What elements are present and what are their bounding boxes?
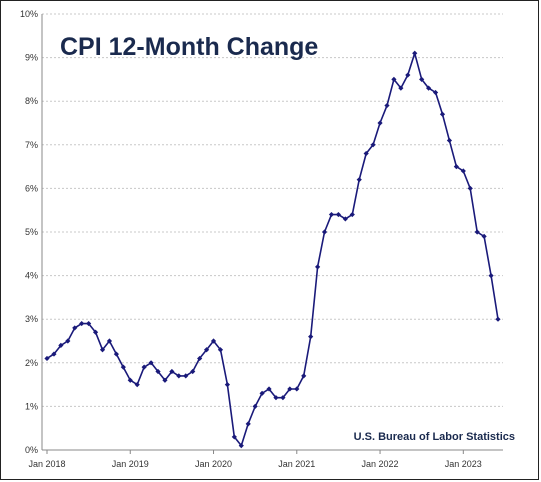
data-point — [335, 211, 342, 218]
x-tick-label: Jan 2020 — [195, 459, 232, 469]
data-point — [426, 85, 432, 91]
data-point — [72, 325, 78, 331]
data-point — [453, 164, 459, 170]
data-point — [356, 177, 362, 183]
y-axis: 0% 1% 2% 3% 4% 5% 6% 7% 8% 9% 10% — [20, 9, 43, 455]
data-point — [370, 142, 376, 148]
x-axis: Jan 2018 Jan 2019 Jan 2020 Jan 2021 Jan 2022… — [28, 449, 503, 469]
data-point — [92, 329, 99, 335]
data-point — [398, 85, 404, 91]
data-point — [141, 364, 147, 370]
x-tick-label: Jan 2019 — [112, 459, 149, 469]
x-tick-label: Jan 2023 — [445, 459, 482, 469]
data-point — [148, 360, 154, 366]
data-point — [106, 338, 113, 344]
data-point — [308, 334, 314, 340]
y-tick-label: 7% — [25, 140, 38, 150]
chart-title: CPI 12-Month Change — [60, 33, 318, 61]
data-point — [120, 364, 126, 370]
y-tick-label: 4% — [25, 271, 38, 281]
data-point — [162, 377, 168, 383]
data-point — [183, 373, 189, 379]
y-tick-label: 1% — [25, 401, 38, 411]
data-point — [377, 120, 383, 126]
y-tick-label: 0% — [25, 445, 38, 455]
data-point — [65, 338, 71, 344]
data-point — [342, 216, 348, 222]
data-point — [294, 386, 300, 392]
data-point — [474, 229, 480, 235]
data-point — [446, 137, 453, 144]
x-tick-label: Jan 2022 — [362, 459, 399, 469]
data-point — [203, 347, 210, 353]
data-point — [231, 434, 237, 440]
data-point — [259, 390, 265, 396]
data-point — [460, 168, 466, 174]
data-point — [481, 233, 487, 239]
gridlines — [42, 13, 503, 407]
y-tick-label: 5% — [25, 227, 38, 237]
data-point — [245, 421, 251, 427]
data-point — [315, 264, 321, 270]
data-point — [349, 211, 355, 218]
data-point — [224, 382, 230, 388]
data-point — [79, 320, 85, 327]
y-tick-label: 2% — [25, 358, 38, 368]
y-tick-label: 3% — [25, 314, 38, 324]
data-point — [210, 338, 217, 344]
data-point — [238, 443, 244, 449]
data-point — [301, 373, 307, 379]
data-point — [252, 403, 258, 409]
series-cpi — [44, 50, 501, 449]
data-point — [321, 229, 328, 235]
y-tick-label: 10% — [20, 9, 38, 19]
chart-source: U.S. Bureau of Labor Statistics — [354, 431, 515, 443]
y-tick-label: 8% — [25, 96, 38, 106]
x-tick-label: Jan 2018 — [28, 459, 65, 469]
data-point — [155, 368, 161, 375]
data-point — [328, 211, 335, 218]
data-point — [176, 373, 182, 379]
data-point — [273, 395, 279, 401]
data-point — [495, 316, 501, 322]
data-point — [190, 368, 196, 375]
data-point — [391, 76, 397, 82]
data-point — [467, 185, 473, 191]
y-tick-label: 9% — [25, 53, 38, 63]
data-point — [44, 355, 50, 362]
x-tick-label: Jan 2021 — [278, 459, 315, 469]
data-point — [419, 76, 425, 82]
data-point — [197, 355, 203, 362]
data-point — [127, 377, 133, 383]
data-point — [266, 386, 272, 392]
y-tick-label: 6% — [25, 183, 38, 193]
data-point — [488, 273, 494, 279]
data-point — [432, 89, 439, 96]
data-point — [363, 150, 369, 157]
data-point — [405, 72, 411, 78]
data-point — [51, 351, 57, 357]
data-point — [439, 111, 446, 117]
data-point — [86, 320, 92, 327]
data-point — [134, 382, 140, 388]
data-point — [99, 347, 106, 353]
data-point — [217, 347, 224, 353]
data-point — [113, 351, 119, 357]
data-point — [280, 395, 286, 401]
data-point — [169, 368, 175, 375]
data-point — [412, 50, 418, 56]
data-point — [58, 342, 64, 348]
data-point — [384, 102, 390, 109]
data-point — [287, 386, 293, 392]
series-line — [46, 52, 499, 447]
